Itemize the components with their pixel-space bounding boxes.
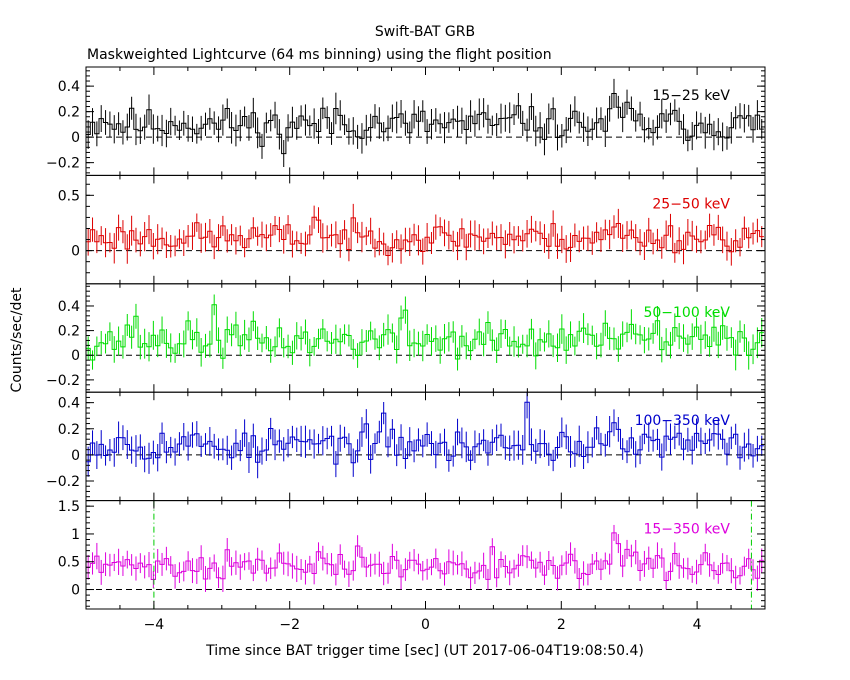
y-axis-label: Counts/sec/det [9, 287, 25, 392]
panel-1-data [86, 78, 765, 168]
lightcurve-step [86, 216, 764, 256]
chart-subtitle: Maskweighted Lightcurve (64 ms binning) … [87, 47, 552, 63]
y-tick-label: 0 [71, 244, 80, 260]
chart-title: Swift-BAT GRB [375, 24, 475, 40]
y-tick-label: 0.2 [58, 422, 80, 438]
x-tick-label: 0 [421, 617, 430, 633]
band-label: 100−350 keV [635, 413, 731, 429]
x-tick-label: −4 [144, 617, 165, 633]
panels-group: −0.2 0 0.2 0.4 15−25 keV 0 0.5 25−50 keV −0.2 0 0.… [46, 66, 766, 633]
y-tick-label: 0.2 [58, 324, 80, 340]
y-tick-label: 0 [71, 448, 80, 464]
panel-4-data [86, 392, 765, 479]
panel-1: −0.2 0 0.2 0.4 15−25 keV [46, 66, 766, 176]
y-tick-label: 1.5 [58, 499, 80, 515]
y-tick-label: 0.4 [58, 299, 80, 315]
band-label: 15−25 keV [652, 88, 730, 104]
lightcurve-step [86, 304, 764, 361]
x-tick-label: 2 [557, 617, 566, 633]
panel-5-data [86, 500, 765, 609]
band-label: 25−50 keV [652, 196, 730, 212]
y-tick-label: 0.4 [58, 79, 80, 95]
y-tick-label: 0.5 [58, 555, 80, 571]
panel-2: 0 0.5 25−50 keV [58, 174, 766, 285]
y-tick-label: 1 [71, 527, 80, 543]
lightcurve-step [86, 93, 764, 155]
panel-4: −0.2 0 0.2 0.4 100−350 keV [46, 391, 766, 502]
error-bars [87, 524, 763, 592]
error-bars [87, 294, 763, 371]
panel-2-data [86, 203, 765, 266]
y-tick-label: 0 [71, 583, 80, 599]
lightcurve-step [86, 401, 764, 465]
y-tick-label: −0.2 [46, 474, 80, 490]
x-axis-label: Time since BAT trigger time [sec] (UT 20… [205, 643, 644, 659]
error-bars [87, 203, 763, 266]
y-tick-label: −0.2 [46, 373, 80, 389]
y-tick-label: 0 [71, 348, 80, 364]
panel-3: −0.2 0 0.2 0.4 50−100 keV [46, 283, 766, 393]
panel-5: 0 0.5 1 1.5 15−350 keV −4 −2 0 2 4 [58, 499, 766, 633]
y-tick-label: 0.5 [58, 188, 80, 204]
y-tick-label: −0.2 [46, 156, 80, 172]
x-tick-label: −2 [279, 617, 300, 633]
y-tick-label: 0.2 [58, 105, 80, 121]
band-label: 15−350 keV [643, 522, 730, 538]
error-bars [87, 392, 763, 479]
x-tick-label: 4 [693, 617, 702, 633]
error-bars [87, 78, 763, 168]
y-tick-label: 0.4 [58, 396, 80, 412]
band-label: 50−100 keV [643, 305, 730, 321]
panel-3-data [86, 294, 765, 371]
y-tick-label: 0 [71, 130, 80, 146]
